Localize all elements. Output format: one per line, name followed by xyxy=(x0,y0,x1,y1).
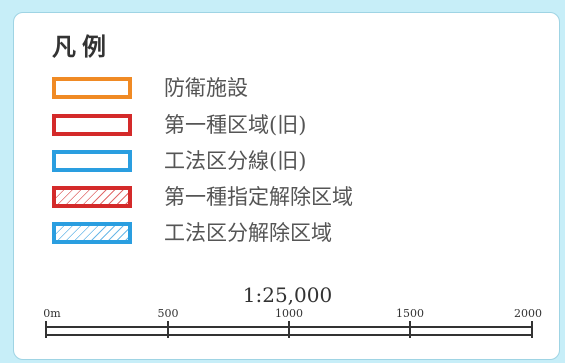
legend-item-label: 工法区分解除区域 xyxy=(164,221,332,245)
scale-tick-label: 1500 xyxy=(396,307,424,320)
red-outline-swatch xyxy=(52,114,132,136)
legend-item-defense-facility: 防衛施設 xyxy=(52,74,472,100)
legend-item-type1-zone: 第一種区域(旧) xyxy=(52,111,472,137)
blue-outline-swatch xyxy=(52,150,132,172)
red-hatched-swatch xyxy=(52,186,132,208)
scale-tick-label: 500 xyxy=(158,307,179,320)
scale-tick-label: 1000 xyxy=(275,307,303,320)
scale-tick-label: 2000 xyxy=(514,307,542,320)
scale-tick-label: 0m xyxy=(43,307,61,320)
orange-outline-swatch xyxy=(52,77,132,99)
legend-item-construction-released: 工法区分解除区域 xyxy=(52,219,472,245)
legend-item-type1-released: 第一種指定解除区域 xyxy=(52,183,472,209)
scale-ratio: 1:25,000 xyxy=(242,283,333,307)
legend-item-label: 第一種区域(旧) xyxy=(164,113,307,137)
legend-title: 凡例 xyxy=(52,33,112,61)
legend-item-label: 第一種指定解除区域 xyxy=(164,185,353,209)
legend-item-construction-line: 工法区分線(旧) xyxy=(52,147,472,173)
blue-hatched-swatch xyxy=(52,222,132,244)
legend-item-label: 工法区分線(旧) xyxy=(164,149,307,173)
legend-item-label: 防衛施設 xyxy=(164,76,248,100)
